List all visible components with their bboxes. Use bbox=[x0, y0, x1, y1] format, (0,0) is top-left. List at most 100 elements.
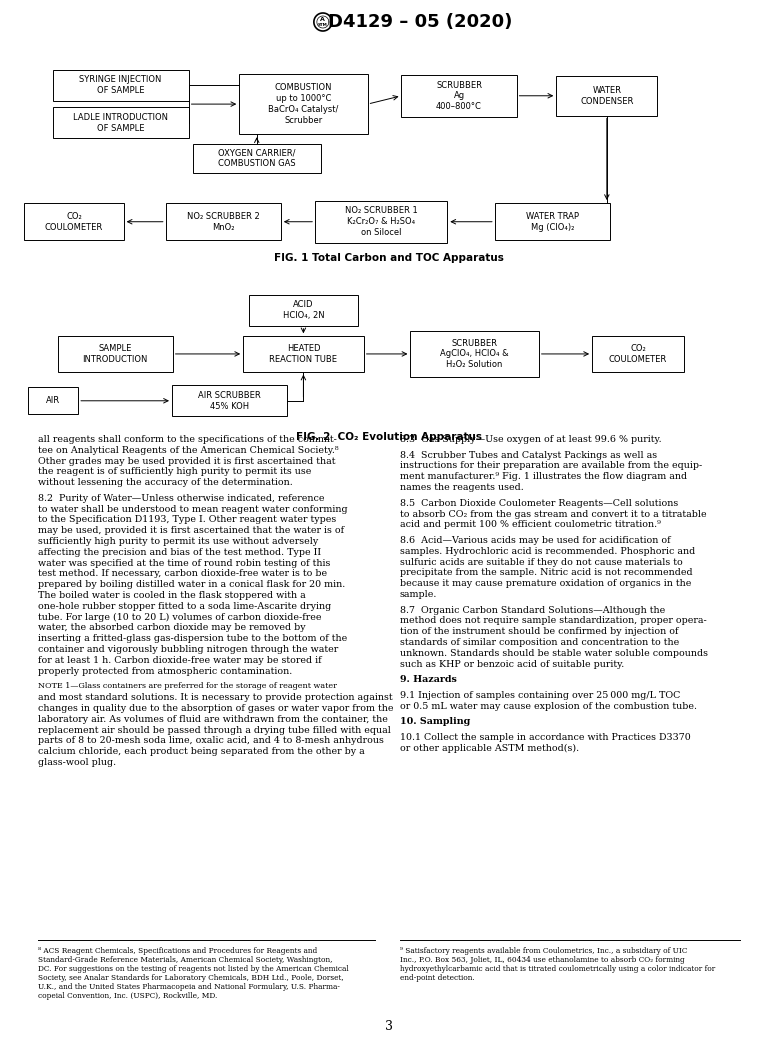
Text: 8.5  Carbon Dioxide Coulometer Reagents—Cell solutions: 8.5 Carbon Dioxide Coulometer Reagents—C… bbox=[400, 499, 678, 508]
Text: NO₂ SCRUBBER 2
MnO₂: NO₂ SCRUBBER 2 MnO₂ bbox=[187, 212, 260, 231]
Text: glass-wool plug.: glass-wool plug. bbox=[38, 758, 116, 767]
Text: or other applicable ASTM method(s).: or other applicable ASTM method(s). bbox=[400, 744, 579, 753]
Text: tion of the instrument should be confirmed by injection of: tion of the instrument should be confirm… bbox=[400, 628, 678, 636]
Text: all reagents shall conform to the specifications of the commit-: all reagents shall conform to the specif… bbox=[38, 435, 337, 445]
Text: ⁹ Satisfactory reagents available from Coulometrics, Inc., a subsidiary of UIC: ⁹ Satisfactory reagents available from C… bbox=[400, 947, 688, 955]
Text: one-hole rubber stopper fitted to a soda lime-Ascarite drying: one-hole rubber stopper fitted to a soda… bbox=[38, 602, 331, 611]
Text: changes in quality due to the absorption of gases or water vapor from the: changes in quality due to the absorption… bbox=[38, 704, 394, 713]
Text: affecting the precision and bias of the test method. Type II: affecting the precision and bias of the … bbox=[38, 548, 321, 557]
Text: tee on Analytical Reagents of the American Chemical Society.⁸: tee on Analytical Reagents of the Americ… bbox=[38, 446, 338, 455]
Text: 8.3  Gas Supply—Use oxygen of at least 99.6 % purity.: 8.3 Gas Supply—Use oxygen of at least 99… bbox=[400, 435, 661, 445]
Text: water was specified at the time of round robin testing of this: water was specified at the time of round… bbox=[38, 559, 331, 567]
Bar bbox=[28, 387, 78, 414]
Text: ACID
HClO₄, 2N: ACID HClO₄, 2N bbox=[282, 301, 324, 320]
Bar bbox=[58, 336, 173, 372]
Text: the reagent is of sufficiently high purity to permit its use: the reagent is of sufficiently high puri… bbox=[38, 467, 311, 477]
Text: 8.7  Organic Carbon Standard Solutions—Although the: 8.7 Organic Carbon Standard Solutions—Al… bbox=[400, 606, 665, 614]
Text: 10. Sampling: 10. Sampling bbox=[400, 717, 470, 727]
Text: A: A bbox=[321, 17, 325, 22]
Text: 9.1 Injection of samples containing over 25 000 mg/L TOC: 9.1 Injection of samples containing over… bbox=[400, 691, 681, 700]
Bar bbox=[192, 144, 321, 173]
Text: STM: STM bbox=[318, 23, 328, 26]
Text: 8.6  Acid—Various acids may be used for acidification of: 8.6 Acid—Various acids may be used for a… bbox=[400, 536, 671, 545]
Text: 9. Hazards: 9. Hazards bbox=[400, 676, 457, 684]
Text: laboratory air. As volumes of fluid are withdrawn from the container, the: laboratory air. As volumes of fluid are … bbox=[38, 715, 388, 723]
Text: Standard-Grade Reference Materials, American Chemical Society, Washington,: Standard-Grade Reference Materials, Amer… bbox=[38, 956, 332, 964]
Text: to absorb CO₂ from the gas stream and convert it to a titratable: to absorb CO₂ from the gas stream and co… bbox=[400, 509, 706, 518]
Text: hydroxyethylcarbamic acid that is titrated coulometrically using a color indicat: hydroxyethylcarbamic acid that is titrat… bbox=[400, 965, 715, 973]
Bar bbox=[495, 203, 610, 240]
Text: NOTE 1—Glass containers are preferred for the storage of reagent water: NOTE 1—Glass containers are preferred fo… bbox=[38, 682, 337, 690]
Text: samples. Hydrochloric acid is recommended. Phosphoric and: samples. Hydrochloric acid is recommende… bbox=[400, 547, 696, 556]
Text: LADLE INTRODUCTION
OF SAMPLE: LADLE INTRODUCTION OF SAMPLE bbox=[73, 113, 168, 132]
Text: 3: 3 bbox=[385, 1019, 393, 1033]
Bar bbox=[166, 203, 281, 240]
Bar bbox=[249, 295, 358, 326]
Text: NO₂ SCRUBBER 1
K₂Cr₂O₇ & H₂SO₄
on Silocel: NO₂ SCRUBBER 1 K₂Cr₂O₇ & H₂SO₄ on Siloce… bbox=[345, 206, 418, 237]
Text: water, the absorbed carbon dioxide may be removed by: water, the absorbed carbon dioxide may b… bbox=[38, 624, 306, 633]
Text: without lessening the accuracy of the determination.: without lessening the accuracy of the de… bbox=[38, 478, 293, 487]
Text: test method. If necessary, carbon dioxide-free water is to be: test method. If necessary, carbon dioxid… bbox=[38, 569, 327, 579]
Bar bbox=[24, 203, 124, 240]
Text: to the Specification D1193, Type I. Other reagent water types: to the Specification D1193, Type I. Othe… bbox=[38, 515, 336, 525]
Text: ⁸ ACS Reagent Chemicals, Specifications and Procedures for Reagents and: ⁸ ACS Reagent Chemicals, Specifications … bbox=[38, 947, 317, 955]
Bar bbox=[53, 107, 188, 138]
Text: sulfuric acids are suitable if they do not cause materials to: sulfuric acids are suitable if they do n… bbox=[400, 558, 683, 566]
Text: sample.: sample. bbox=[400, 590, 437, 599]
Text: FIG. 1 Total Carbon and TOC Apparatus: FIG. 1 Total Carbon and TOC Apparatus bbox=[274, 253, 504, 263]
Text: inserting a fritted-glass gas-dispersion tube to the bottom of the: inserting a fritted-glass gas-dispersion… bbox=[38, 634, 347, 643]
Bar bbox=[315, 201, 447, 243]
Text: Society, see Analar Standards for Laboratory Chemicals, BDH Ltd., Poole, Dorset,: Society, see Analar Standards for Labora… bbox=[38, 974, 344, 982]
Text: method does not require sample standardization, proper opera-: method does not require sample standardi… bbox=[400, 616, 706, 626]
Text: Other grades may be used provided it is first ascertained that: Other grades may be used provided it is … bbox=[38, 457, 335, 465]
Text: CO₂
COULOMETER: CO₂ COULOMETER bbox=[609, 345, 667, 363]
Text: calcium chloride, each product being separated from the other by a: calcium chloride, each product being sep… bbox=[38, 747, 365, 756]
Bar bbox=[53, 70, 188, 101]
Text: 10.1 Collect the sample in accordance with Practices D3370: 10.1 Collect the sample in accordance wi… bbox=[400, 733, 691, 742]
Text: standards of similar composition and concentration to the: standards of similar composition and con… bbox=[400, 638, 679, 648]
Text: OXYGEN CARRIER/
COMBUSTION GAS: OXYGEN CARRIER/ COMBUSTION GAS bbox=[218, 149, 296, 168]
Text: for at least 1 h. Carbon dioxide-free water may be stored if: for at least 1 h. Carbon dioxide-free wa… bbox=[38, 656, 321, 665]
Bar bbox=[556, 76, 657, 116]
Text: SCRUBBER
Ag
400–800°C: SCRUBBER Ag 400–800°C bbox=[436, 80, 482, 111]
Text: WATER TRAP
Mg (ClO₄)₂: WATER TRAP Mg (ClO₄)₂ bbox=[526, 212, 579, 231]
Bar bbox=[172, 385, 287, 416]
Bar bbox=[592, 336, 684, 372]
Text: sufficiently high purity to permit its use without adversely: sufficiently high purity to permit its u… bbox=[38, 537, 318, 547]
Text: parts of 8 to 20-mesh soda lime, oxalic acid, and 4 to 8-mesh anhydrous: parts of 8 to 20-mesh soda lime, oxalic … bbox=[38, 736, 384, 745]
Text: The boiled water is cooled in the flask stoppered with a: The boiled water is cooled in the flask … bbox=[38, 591, 306, 600]
Text: container and vigorously bubbling nitrogen through the water: container and vigorously bubbling nitrog… bbox=[38, 645, 338, 654]
Text: WATER
CONDENSER: WATER CONDENSER bbox=[580, 86, 633, 105]
Text: instructions for their preparation are available from the equip-: instructions for their preparation are a… bbox=[400, 461, 703, 471]
Text: replacement air should be passed through a drying tube filled with equal: replacement air should be passed through… bbox=[38, 726, 391, 735]
Text: COMBUSTION
up to 1000°C
BaCrO₄ Catalyst/
Scrubber: COMBUSTION up to 1000°C BaCrO₄ Catalyst/… bbox=[268, 83, 338, 125]
Text: AIR: AIR bbox=[46, 397, 60, 405]
Text: end-point detection.: end-point detection. bbox=[400, 974, 475, 982]
Text: D4129 – 05 (2020): D4129 – 05 (2020) bbox=[328, 12, 512, 31]
Text: properly protected from atmospheric contamination.: properly protected from atmospheric cont… bbox=[38, 666, 293, 676]
Text: ment manufacturer.⁹ Fig. 1 illustrates the flow diagram and: ment manufacturer.⁹ Fig. 1 illustrates t… bbox=[400, 473, 687, 481]
Text: U.K., and the United States Pharmacopeia and National Formulary, U.S. Pharma-: U.K., and the United States Pharmacopeia… bbox=[38, 983, 340, 991]
Text: unknown. Standards should be stable water soluble compounds: unknown. Standards should be stable wate… bbox=[400, 649, 708, 658]
Text: may be used, provided it is first ascertained that the water is of: may be used, provided it is first ascert… bbox=[38, 527, 344, 535]
Text: 8.4  Scrubber Tubes and Catalyst Packings as well as: 8.4 Scrubber Tubes and Catalyst Packings… bbox=[400, 451, 657, 460]
Text: precipitate from the sample. Nitric acid is not recommended: precipitate from the sample. Nitric acid… bbox=[400, 568, 692, 578]
Text: SYRINGE INJECTION
OF SAMPLE: SYRINGE INJECTION OF SAMPLE bbox=[79, 76, 162, 95]
Text: AIR SCRUBBER
45% KOH: AIR SCRUBBER 45% KOH bbox=[198, 391, 261, 410]
Text: prepared by boiling distilled water in a conical flask for 20 min.: prepared by boiling distilled water in a… bbox=[38, 580, 345, 589]
Bar bbox=[401, 75, 517, 117]
Text: HEATED
REACTION TUBE: HEATED REACTION TUBE bbox=[269, 345, 338, 363]
Text: SCRUBBER
AgClO₄, HClO₄ &
H₂O₂ Solution: SCRUBBER AgClO₄, HClO₄ & H₂O₂ Solution bbox=[440, 338, 509, 370]
Text: acid and permit 100 % efficient coulometric titration.⁹: acid and permit 100 % efficient coulomet… bbox=[400, 520, 661, 529]
Text: such as KHP or benzoic acid of suitable purity.: such as KHP or benzoic acid of suitable … bbox=[400, 660, 624, 668]
Text: tube. For large (10 to 20 L) volumes of carbon dioxide-free: tube. For large (10 to 20 L) volumes of … bbox=[38, 613, 321, 621]
Bar bbox=[410, 331, 538, 377]
Text: and most standard solutions. It is necessary to provide protection against: and most standard solutions. It is neces… bbox=[38, 693, 393, 702]
Text: names the reagents used.: names the reagents used. bbox=[400, 483, 524, 492]
Text: because it may cause premature oxidation of organics in the: because it may cause premature oxidation… bbox=[400, 579, 692, 588]
Text: copeial Convention, Inc. (USPC), Rockville, MD.: copeial Convention, Inc. (USPC), Rockvil… bbox=[38, 992, 217, 1000]
Bar bbox=[243, 336, 363, 372]
Text: Inc., P.O. Box 563, Joliet, IL, 60434 use ethanolamine to absorb CO₂ forming: Inc., P.O. Box 563, Joliet, IL, 60434 us… bbox=[400, 956, 685, 964]
Text: or 0.5 mL water may cause explosion of the combustion tube.: or 0.5 mL water may cause explosion of t… bbox=[400, 702, 697, 711]
Text: 8.2  Purity of Water—Unless otherwise indicated, reference: 8.2 Purity of Water—Unless otherwise ind… bbox=[38, 493, 324, 503]
